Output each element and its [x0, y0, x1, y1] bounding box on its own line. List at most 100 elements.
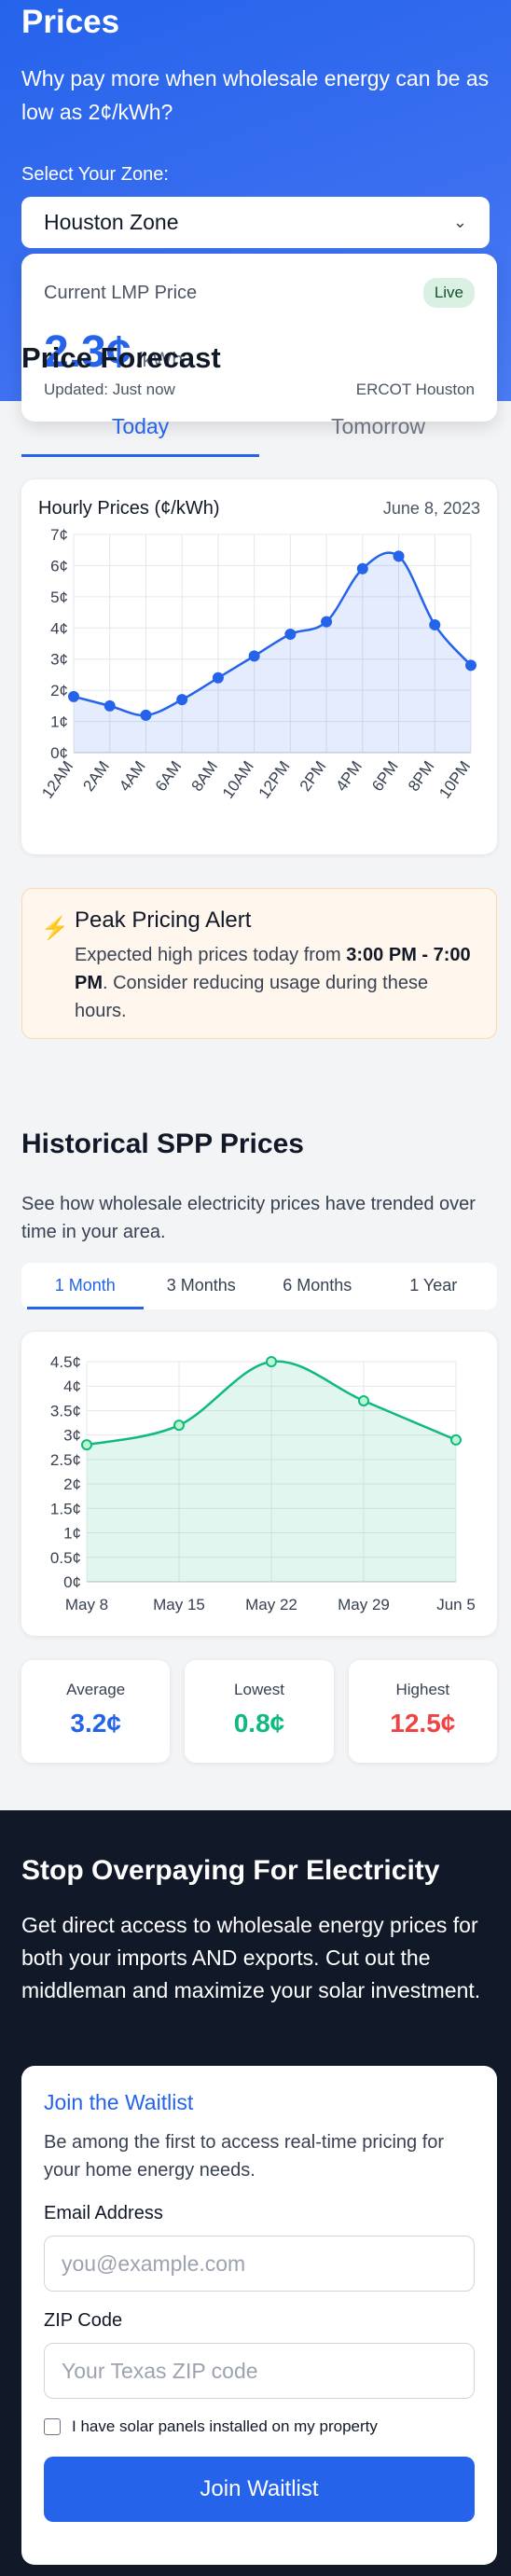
x-tick-label: 4PM [332, 757, 366, 795]
tab-1-month[interactable]: 1 Month [27, 1263, 144, 1309]
y-tick-label: 2.5¢ [50, 1451, 81, 1469]
x-tick-label: May 8 [65, 1596, 108, 1613]
data-point [173, 1420, 185, 1432]
data-point [356, 562, 368, 575]
historical-section: Historical SPP Prices See how wholesale … [0, 1097, 511, 1810]
data-point [465, 659, 476, 672]
lmp-price-unit: /kWh [136, 348, 184, 371]
chart-title: Hourly Prices (¢/kWh) [38, 498, 220, 519]
series-area [74, 552, 471, 753]
y-tick-label: 7¢ [50, 526, 68, 544]
chart-date: June 8, 2023 [382, 499, 480, 518]
y-tick-label: 4.5¢ [50, 1353, 81, 1371]
hourly-price-chart: 0¢ 1¢ 2¢ 3¢ 4¢ 5¢ 6¢ 7¢ 12AM 2AM 4AM 6AM 8AM10AM12PM… [38, 526, 476, 802]
data-point [212, 672, 224, 684]
join-waitlist-button[interactable]: Join Waitlist [44, 2457, 475, 2522]
zip-label: ZIP Code [44, 2310, 123, 2331]
forecast-title: Price Forecast [21, 341, 221, 374]
lmp-price-value: 2.3¢ [44, 327, 131, 377]
x-tick-label: 12PM [256, 757, 294, 801]
lmp-source: ERCOT Houston [355, 381, 475, 398]
cta-lead: Get direct access to wholesale energy pr… [21, 1913, 481, 2002]
stats-row: Average 3.2¢ Lowest 0.8¢ Highest 12.5¢ [21, 1660, 497, 1763]
tab-3-months[interactable]: 3 Months [166, 1276, 236, 1295]
chevron-down-icon: ⌄ [452, 213, 467, 231]
x-tick-label: Jun 5 [436, 1596, 476, 1613]
x-tick-label: 4AM [116, 757, 149, 795]
cta-section: Stop Overpaying For Electricity Get dire… [0, 1810, 511, 2576]
current-price-card: Current LMP Price Live 2.3¢ /kWh Updated… [21, 254, 497, 422]
tab-6-months[interactable]: 6 Months [283, 1276, 352, 1295]
hourly-chart-card: Hourly Prices (¢/kWh) June 8, 2023 0¢ 1¢ 2… [21, 479, 497, 854]
stat-highest: Highest 12.5¢ [348, 1660, 497, 1763]
form-subtitle: Be among the first to access real-time p… [44, 2132, 445, 2181]
solar-checkbox[interactable] [44, 2418, 61, 2435]
live-badge: Live [422, 278, 475, 308]
alert-text-after: . Consider reducing usage during these h… [75, 973, 429, 1021]
x-tick-label: 6AM [152, 757, 186, 795]
x-tick-label: 6PM [368, 757, 402, 795]
historical-chart-card: 0¢ 0.5¢ 1¢ 1.5¢ 2¢ 2.5¢ 3¢ 3.5¢ 4¢ 4.5¢ May 8 May 1… [21, 1332, 497, 1636]
zip-field[interactable]: Your Texas ZIP code [44, 2343, 475, 2399]
y-tick-label: 4¢ [50, 619, 68, 637]
historical-price-chart: 0¢ 0.5¢ 1¢ 1.5¢ 2¢ 2.5¢ 3¢ 3.5¢ 4¢ 4.5¢ May 8 May 1… [50, 1353, 476, 1613]
y-tick-label: 4¢ [63, 1378, 81, 1395]
waitlist-form: Join the Waitlist Be among the first to … [21, 2066, 497, 2565]
data-point [284, 628, 297, 640]
form-title: Join the Waitlist [44, 2090, 194, 2114]
y-tick-label: 5¢ [50, 589, 68, 606]
period-tabs: 1 Month 3 Months 6 Months 1 Year [21, 1263, 497, 1309]
x-tick-label: May 29 [338, 1596, 390, 1613]
y-tick-label: 1.5¢ [50, 1500, 81, 1517]
stat-label: Highest [395, 1681, 450, 1698]
email-field[interactable]: you@example.com [44, 2236, 475, 2292]
x-tick-label: 10PM [435, 757, 474, 801]
stat-value: 12.5¢ [390, 1709, 456, 1738]
data-point [248, 650, 260, 662]
y-tick-label: 3.5¢ [50, 1402, 81, 1420]
alert-text-before: Expected high prices today from [75, 945, 347, 965]
data-point [81, 1439, 92, 1451]
stat-value: 3.2¢ [70, 1709, 121, 1738]
y-tick-label: 3¢ [63, 1427, 81, 1445]
cta-title: Stop Overpaying For Electricity [21, 1855, 440, 1886]
x-tick-label: 2PM [297, 757, 330, 795]
solar-checkbox-row[interactable]: I have solar panels installed on my prop… [44, 2417, 475, 2436]
zone-label: Select Your Zone: [21, 164, 169, 185]
stat-label: Average [66, 1681, 126, 1698]
data-point [393, 550, 405, 562]
y-tick-label: 0¢ [63, 1573, 81, 1591]
y-tick-label: 1¢ [63, 1525, 81, 1543]
y-tick-label: 0¢ [50, 744, 68, 762]
x-tick-label: 12AM [38, 757, 76, 801]
x-tick-label: 8PM [405, 757, 438, 795]
y-tick-label: 6¢ [50, 557, 68, 575]
tab-1-year[interactable]: 1 Year [409, 1276, 458, 1295]
tab-tomorrow[interactable]: Tomorrow [331, 414, 425, 438]
data-point [358, 1394, 369, 1406]
data-point [321, 616, 333, 628]
alert-time-range: 3:00 PM - 7:00 PM [75, 945, 471, 993]
hero-subtitle: Why pay more when wholesale energy can b… [21, 66, 490, 124]
y-tick-label: 2¢ [50, 682, 68, 699]
x-tick-label: May 15 [153, 1596, 205, 1613]
x-tick-label: May 22 [245, 1596, 297, 1613]
peak-alert: ⚡ Peak Pricing Alert Expected high price… [21, 888, 497, 1039]
series-area [87, 1361, 456, 1582]
stat-lowest: Lowest 0.8¢ [185, 1660, 334, 1763]
zone-select[interactable]: Houston Zone ⌄ [21, 197, 490, 248]
forecast-tabs: Today Tomorrow [21, 410, 497, 457]
data-point [450, 1433, 462, 1446]
data-point [68, 690, 79, 702]
solar-checkbox-label: I have solar panels installed on my prop… [72, 2417, 378, 2435]
tab-today[interactable]: Today [21, 410, 259, 457]
x-tick-label: 8AM [188, 757, 222, 795]
lmp-title: Current LMP Price [44, 282, 198, 303]
stat-value: 0.8¢ [233, 1709, 285, 1738]
page-title: Prices [21, 4, 120, 40]
data-point [140, 709, 152, 721]
email-placeholder: you@example.com [62, 2251, 246, 2276]
lmp-updated: Updated: Just now [44, 381, 175, 398]
lightning-icon: ⚡ [41, 916, 69, 941]
data-point [176, 694, 188, 706]
